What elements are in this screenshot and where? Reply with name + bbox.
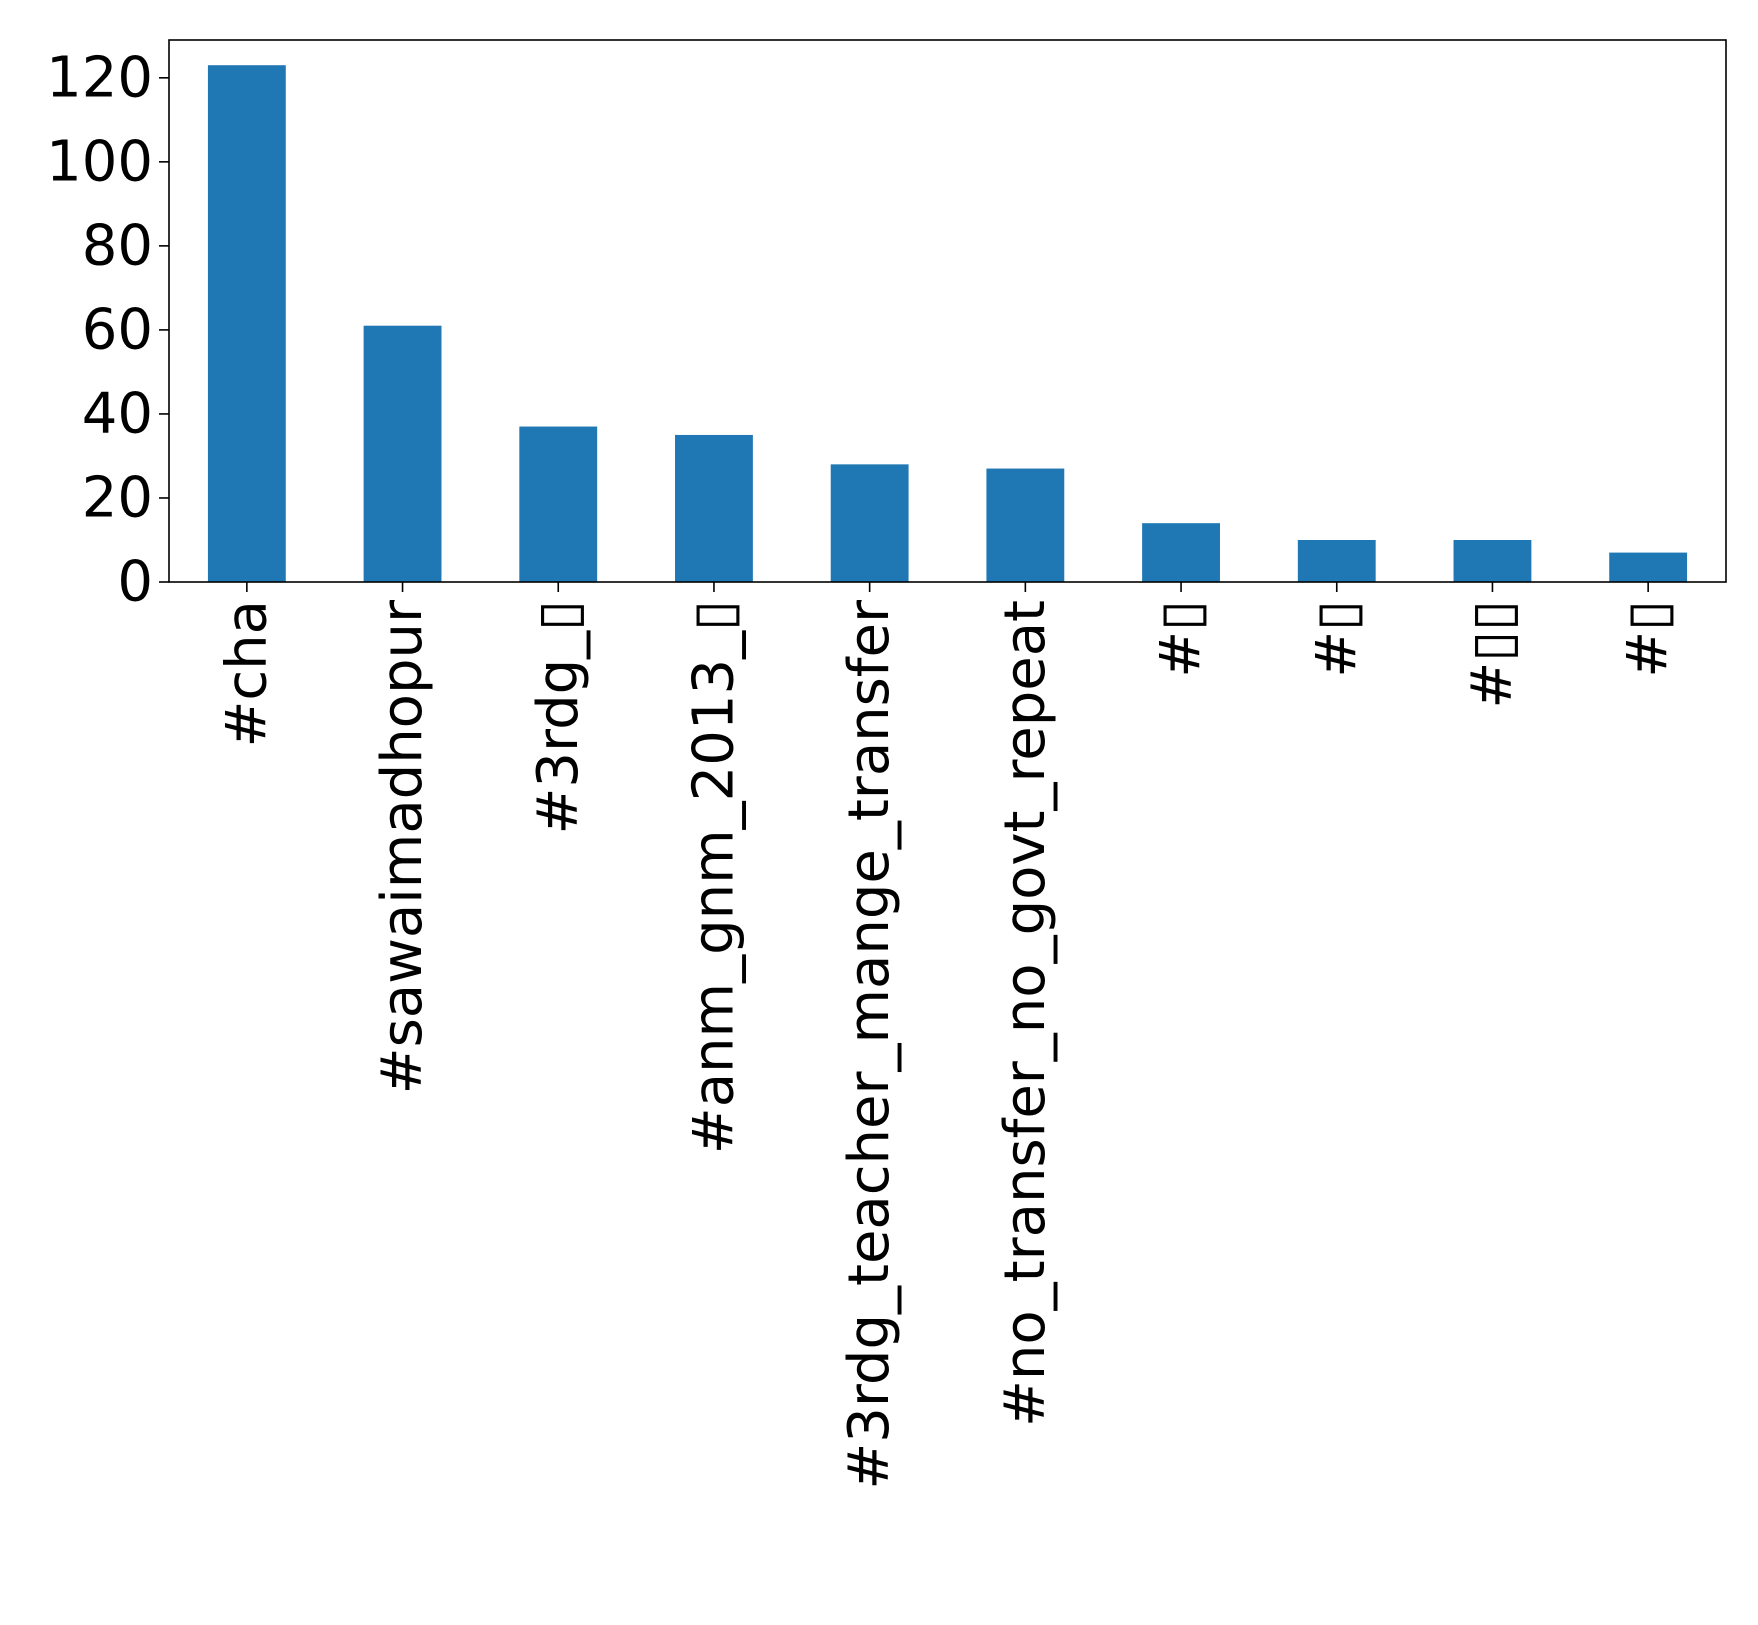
bar (986, 468, 1065, 582)
bar (519, 426, 598, 582)
x-tick-label: #3rdg_teacher_mange_transfer (837, 599, 902, 1490)
x-tick-label: #▯ (1149, 600, 1214, 678)
y-tick-label: 120 (46, 45, 153, 110)
y-axis: 0 20 40 60 80 100 120 (46, 45, 169, 615)
y-tick-label: 80 (82, 213, 153, 278)
bar (675, 434, 753, 582)
bar (1453, 539, 1532, 582)
bar (830, 464, 909, 582)
bar (207, 65, 286, 583)
x-axis: #cha #sawaimadhopur #3rdg_▯ #anm_gnm_2013_▯… (214, 582, 1681, 1490)
bar (1609, 552, 1688, 582)
x-tick-label: #▯ (1616, 600, 1681, 678)
x-tick-label: #▯▯ (1460, 600, 1525, 709)
bars-layer (207, 65, 1688, 583)
x-tick-label: #cha (214, 600, 279, 748)
x-tick-label: #anm_gnm_2013_▯ (681, 600, 746, 1154)
plot-frame (168, 39, 1727, 583)
x-tick-label: #▯ (1304, 600, 1369, 678)
bar (1297, 539, 1376, 582)
bar (1142, 523, 1220, 582)
x-tick-label: #3rdg_▯ (526, 600, 591, 835)
x-tick-label: #sawaimadhopur (370, 599, 435, 1094)
bar (363, 325, 442, 582)
y-tick-label: 100 (46, 129, 153, 194)
y-tick-label: 0 (117, 550, 153, 615)
x-tick-label: #no_transfer_no_govt_repeat (993, 600, 1058, 1427)
y-tick-label: 40 (82, 381, 153, 446)
y-tick-label: 20 (82, 465, 153, 530)
y-tick-label: 60 (82, 297, 153, 362)
